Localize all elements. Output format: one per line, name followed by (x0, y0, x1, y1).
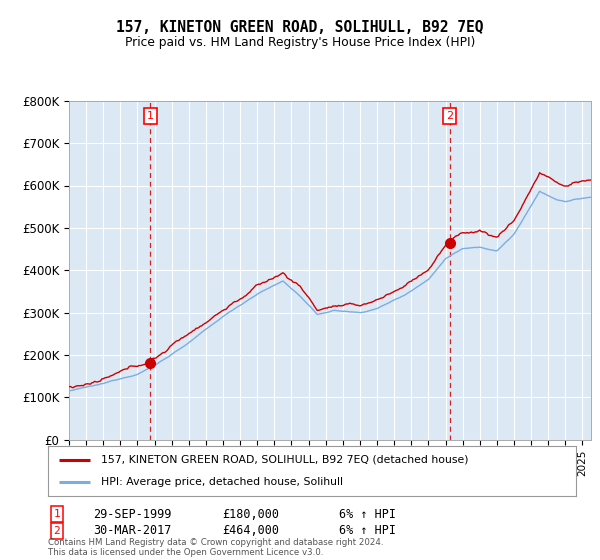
Text: 1: 1 (147, 111, 154, 121)
Text: 157, KINETON GREEN ROAD, SOLIHULL, B92 7EQ (detached house): 157, KINETON GREEN ROAD, SOLIHULL, B92 7… (101, 455, 469, 465)
Text: HPI: Average price, detached house, Solihull: HPI: Average price, detached house, Soli… (101, 477, 343, 487)
Text: 1: 1 (53, 509, 61, 519)
Text: Contains HM Land Registry data © Crown copyright and database right 2024.
This d: Contains HM Land Registry data © Crown c… (48, 538, 383, 557)
Text: 2: 2 (446, 111, 454, 121)
Text: £180,000: £180,000 (222, 507, 279, 521)
Text: Price paid vs. HM Land Registry's House Price Index (HPI): Price paid vs. HM Land Registry's House … (125, 36, 475, 49)
Text: £464,000: £464,000 (222, 524, 279, 538)
Text: 30-MAR-2017: 30-MAR-2017 (93, 524, 172, 538)
Text: 6% ↑ HPI: 6% ↑ HPI (339, 507, 396, 521)
Text: 2: 2 (53, 526, 61, 536)
Text: 6% ↑ HPI: 6% ↑ HPI (339, 524, 396, 538)
Text: 157, KINETON GREEN ROAD, SOLIHULL, B92 7EQ: 157, KINETON GREEN ROAD, SOLIHULL, B92 7… (116, 20, 484, 35)
Text: 29-SEP-1999: 29-SEP-1999 (93, 507, 172, 521)
